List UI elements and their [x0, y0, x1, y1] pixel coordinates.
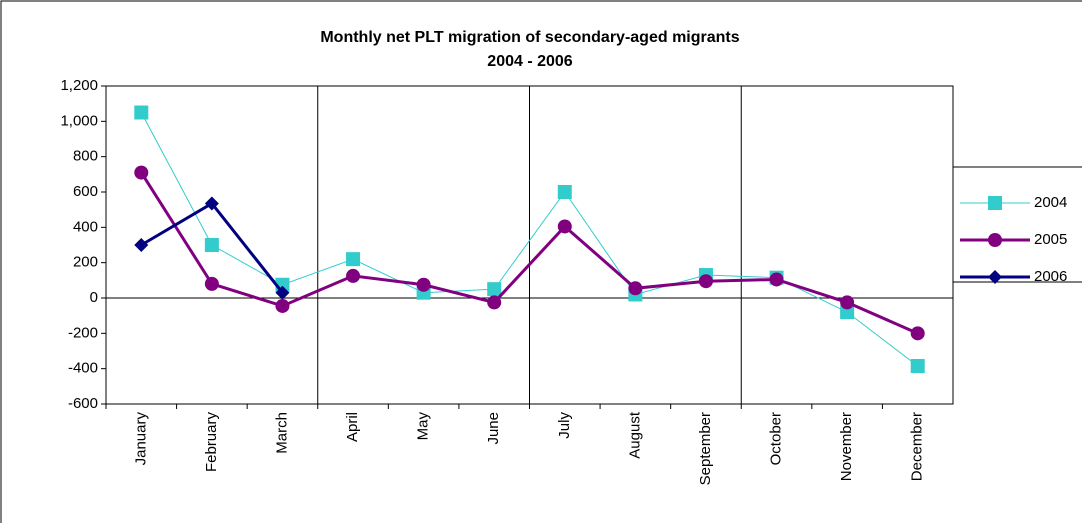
- x-tick-label: September: [697, 412, 714, 485]
- data-point: [840, 295, 855, 310]
- data-point: [840, 305, 855, 320]
- y-tick-label: -600: [68, 395, 98, 412]
- data-point: [204, 196, 219, 211]
- x-tick-label: November: [838, 412, 855, 481]
- data-point: [134, 105, 149, 120]
- x-tick-label: April: [344, 412, 361, 442]
- x-tick-label: May: [415, 412, 432, 441]
- x-tick-label: July: [556, 412, 573, 439]
- x-tick-label: June: [485, 412, 502, 445]
- x-tick-label: February: [203, 412, 220, 473]
- legend-label: 2006: [1034, 268, 1067, 285]
- data-point: [346, 252, 361, 267]
- legend-marker: [988, 233, 1002, 247]
- chart-title: Monthly net PLT migration of secondary-a…: [320, 29, 739, 46]
- data-point: [698, 274, 713, 289]
- y-tick-label: 0: [90, 289, 98, 306]
- data-point: [487, 282, 502, 297]
- x-tick-label: August: [626, 411, 643, 459]
- data-point: [769, 272, 784, 287]
- y-tick-label: 800: [73, 148, 98, 165]
- chart-subtitle: 2004 - 2006: [487, 53, 573, 70]
- data-point: [275, 285, 290, 300]
- data-point: [557, 185, 572, 199]
- data-point: [204, 238, 219, 252]
- data-point: [628, 281, 643, 296]
- data-point: [204, 276, 219, 291]
- data-point: [346, 268, 361, 283]
- y-tick-label: 1,200: [60, 77, 98, 94]
- legend-marker: [988, 196, 1002, 210]
- x-tick-label: March: [273, 412, 290, 454]
- data-point: [910, 359, 925, 374]
- data-point: [134, 238, 149, 252]
- y-tick-label: 600: [73, 183, 98, 200]
- series-line: [140, 171, 919, 335]
- legend-marker: [988, 270, 1002, 284]
- legend-box: [952, 166, 1082, 283]
- data-point: [134, 165, 149, 180]
- legend-label: 2004: [1034, 194, 1067, 211]
- x-tick-label: October: [768, 412, 785, 465]
- x-tick-label: January: [132, 412, 149, 466]
- x-tick-label: December: [909, 412, 926, 481]
- data-point: [557, 219, 572, 234]
- data-point: [416, 277, 431, 292]
- y-tick-label: 400: [73, 218, 98, 235]
- data-point: [910, 326, 925, 341]
- legend-label: 2005: [1034, 231, 1067, 248]
- y-tick-label: -200: [68, 324, 98, 341]
- data-point: [275, 298, 290, 313]
- y-tick-label: 1,000: [60, 112, 98, 129]
- data-point: [487, 295, 502, 310]
- y-tick-label: 200: [73, 254, 98, 271]
- y-tick-label: -400: [68, 360, 98, 377]
